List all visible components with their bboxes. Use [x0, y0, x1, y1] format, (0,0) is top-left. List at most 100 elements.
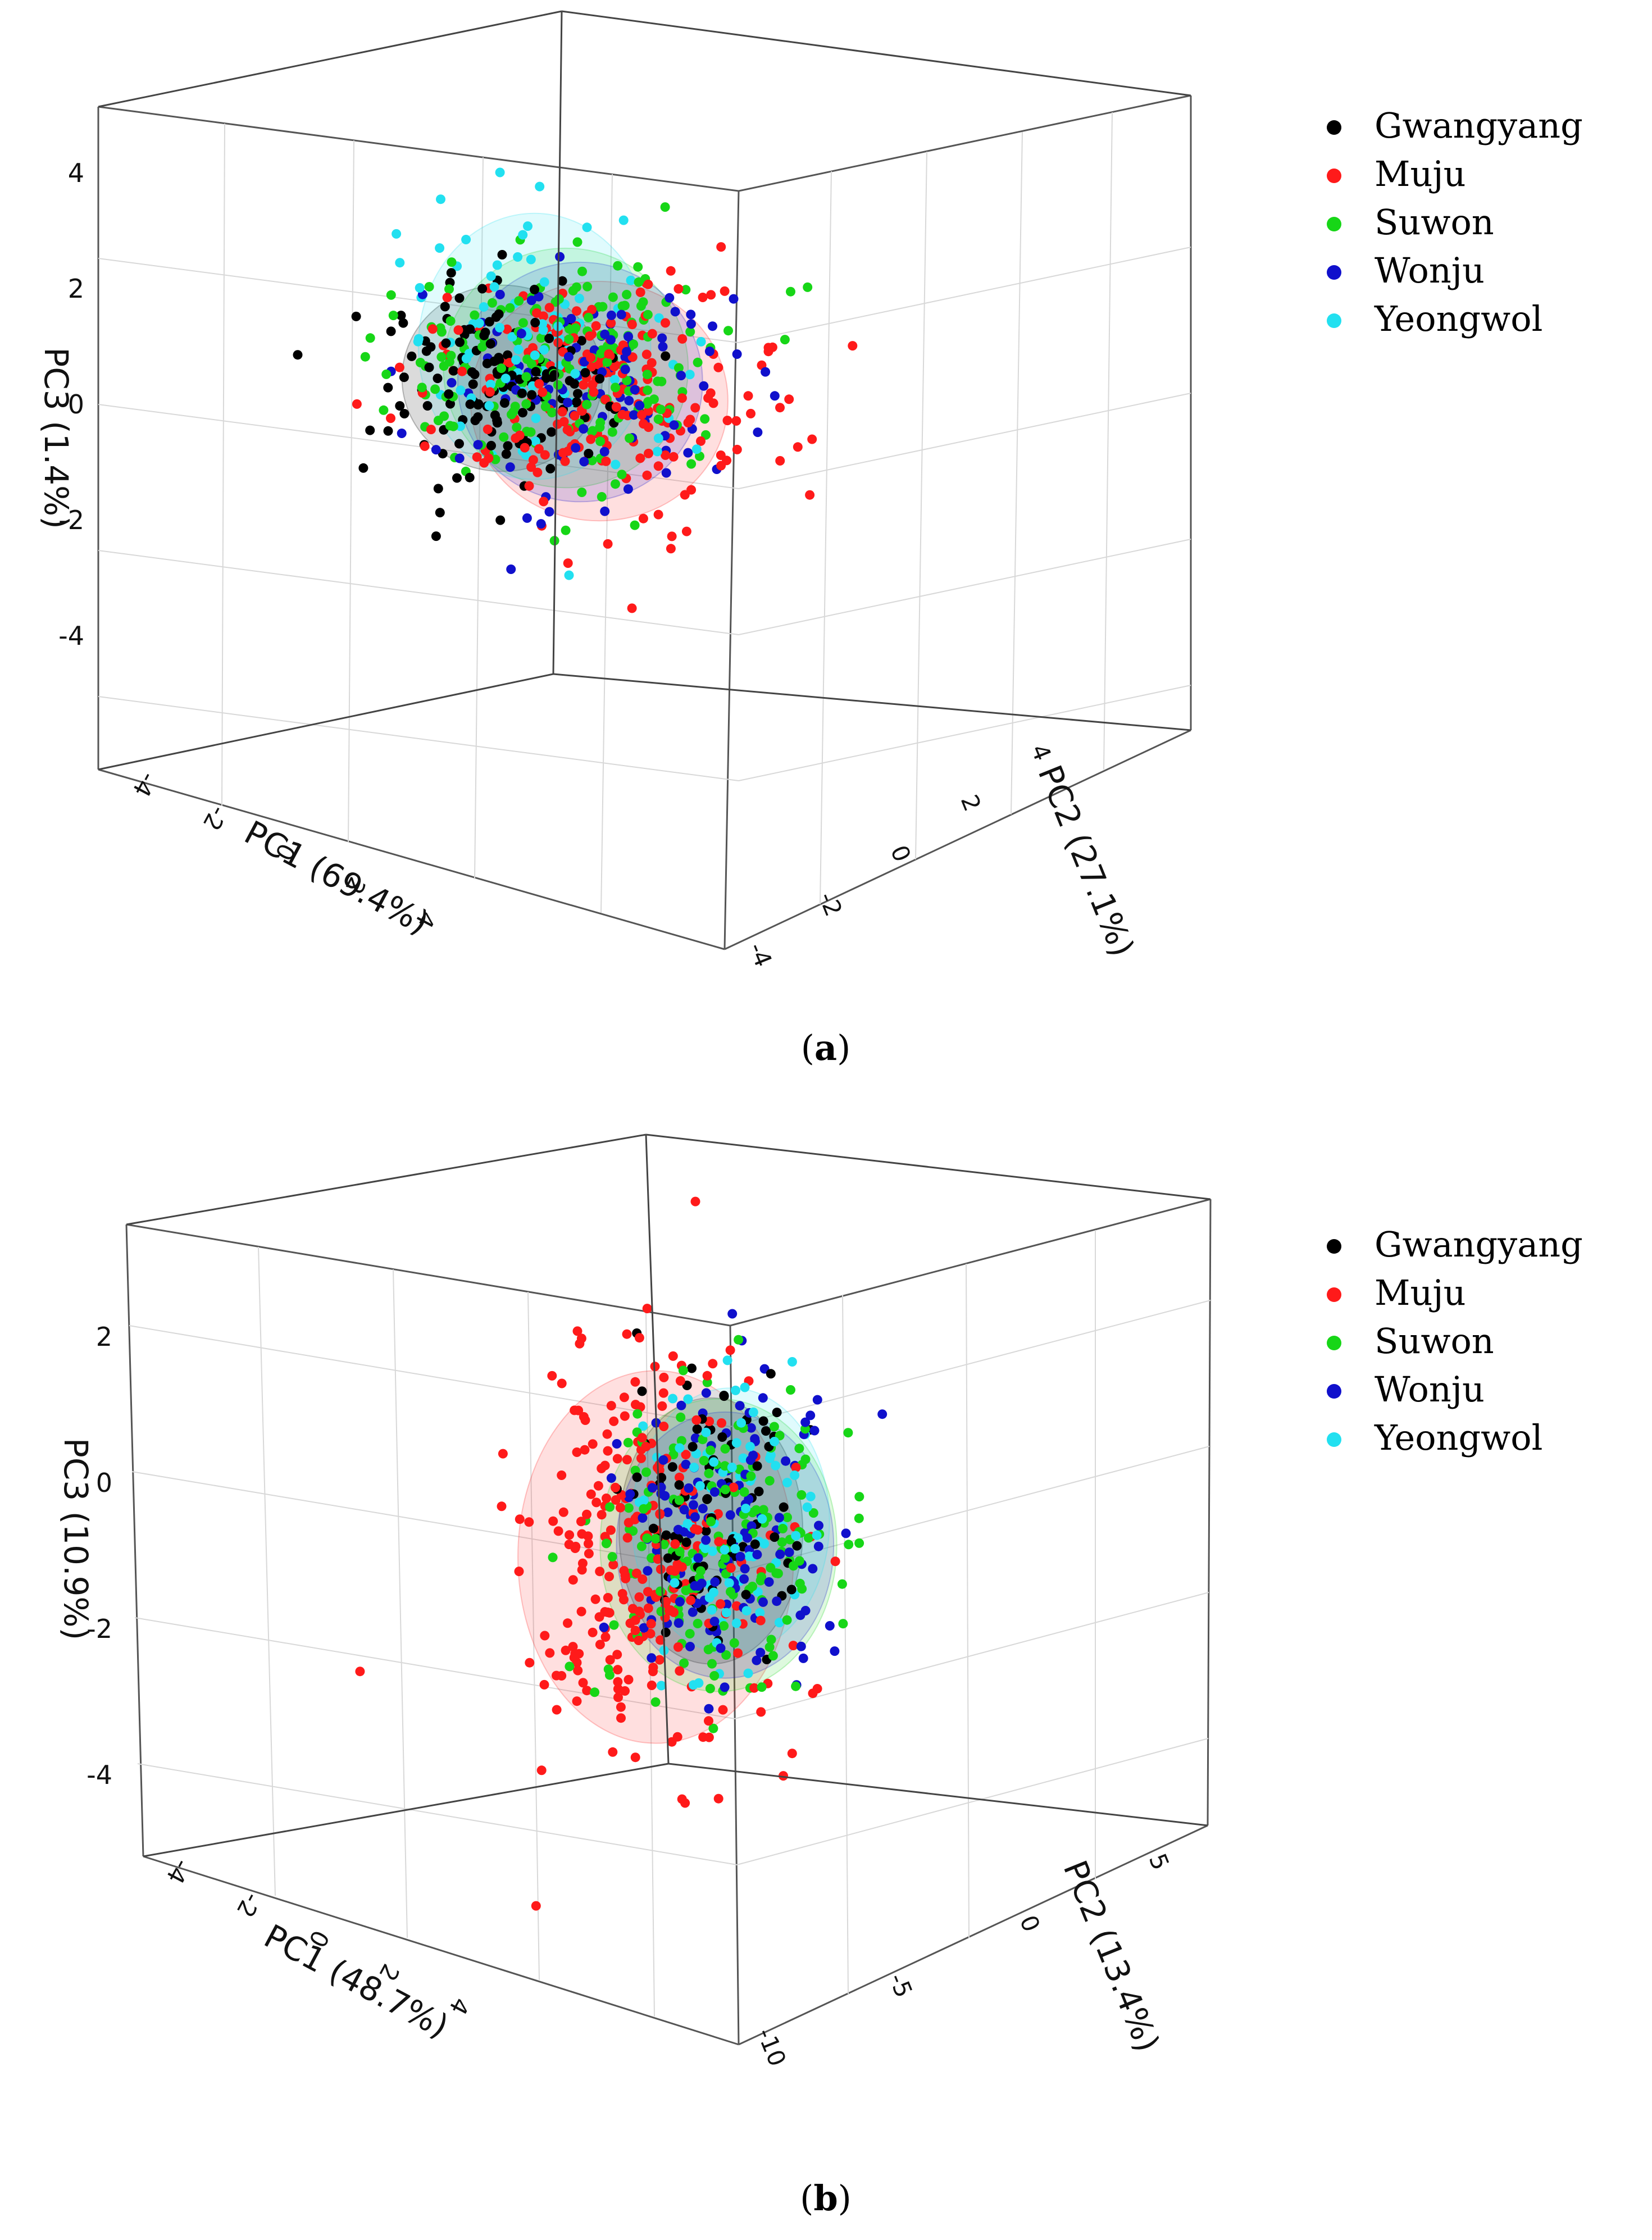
point-gwangyang [637, 1386, 647, 1396]
point-wonju [658, 1455, 668, 1465]
point-gwangyang [576, 336, 586, 346]
point-yeongwol [682, 1519, 693, 1529]
point-muju [600, 394, 611, 404]
point-gwangyang [494, 309, 504, 319]
point-muju [563, 1618, 572, 1628]
point-muju [572, 1447, 582, 1457]
point-wonju [505, 462, 515, 472]
point-gwangyang [530, 317, 540, 327]
point-muju [576, 1333, 586, 1344]
point-wonju [658, 342, 668, 352]
point-muju [611, 1495, 621, 1505]
point-wonju [710, 1577, 720, 1587]
legend-label: Suwon [1375, 1321, 1494, 1362]
point-suwon [653, 414, 663, 424]
point-suwon [571, 323, 581, 333]
point-suwon [720, 1444, 730, 1454]
point-suwon [729, 1638, 739, 1648]
point-muju [620, 1686, 630, 1696]
point-muju [442, 293, 452, 303]
point-muju [637, 410, 647, 420]
point-gwangyang [681, 1537, 691, 1547]
point-gwangyang [661, 1627, 671, 1637]
legend-b: Gwangyang Muju Suwon Wonju Yeongwol [1327, 1224, 1583, 1458]
point-gwangyang [431, 531, 441, 541]
point-muju [552, 1705, 562, 1715]
point-muju [637, 1433, 647, 1443]
point-suwon [596, 348, 606, 358]
point-suwon [487, 298, 497, 308]
y-axis-label-b: PC2 (13.4%) [1056, 1855, 1167, 2057]
point-muju [667, 531, 677, 541]
point-wonju [600, 506, 610, 516]
point-yeongwol [709, 1457, 719, 1467]
legend-label: Wonju [1375, 250, 1485, 291]
point-wonju [536, 519, 546, 529]
point-muju [630, 1626, 640, 1636]
point-suwon [584, 312, 594, 322]
point-muju [647, 1681, 657, 1690]
point-gwangyang [557, 276, 567, 286]
point-gwangyang [433, 484, 443, 494]
point-muju [612, 1454, 622, 1464]
point-suwon [650, 1697, 661, 1707]
point-gwangyang [499, 398, 509, 408]
point-suwon [656, 1586, 666, 1596]
point-wonju [526, 295, 536, 306]
point-muju [498, 1449, 508, 1459]
point-wonju [625, 1489, 635, 1499]
point-suwon [780, 335, 790, 345]
point-yeongwol [689, 1463, 699, 1472]
point-suwon [611, 479, 620, 489]
point-gwangyang [452, 473, 462, 483]
point-gwangyang [573, 389, 582, 399]
point-muju [540, 1631, 550, 1641]
point-gwangyang [445, 399, 455, 409]
point-yeongwol [435, 243, 445, 253]
point-gwangyang [752, 1461, 762, 1471]
point-gwangyang [719, 1391, 729, 1400]
point-muju [545, 1648, 555, 1658]
point-muju [805, 490, 815, 500]
point-muju [647, 358, 657, 368]
point-yeongwol [774, 1618, 784, 1628]
point-muju [638, 513, 648, 523]
point-wonju [805, 1410, 816, 1421]
point-suwon [634, 277, 644, 287]
point-muju [787, 1749, 797, 1759]
point-gwangyang [595, 374, 605, 384]
point-wonju [675, 1597, 685, 1607]
point-muju [661, 1596, 671, 1606]
point-wonju [571, 443, 581, 453]
point-wonju [624, 395, 634, 406]
point-suwon [794, 1444, 804, 1454]
point-muju [602, 1494, 611, 1503]
point-gwangyang [435, 508, 445, 518]
point-yeongwol [727, 1463, 737, 1472]
point-suwon [726, 1587, 735, 1597]
point-muju [611, 360, 621, 370]
point-wonju [431, 445, 441, 455]
point-suwon [844, 1540, 854, 1550]
point-muju [696, 436, 706, 446]
point-gwangyang [497, 250, 507, 259]
point-muju [394, 362, 404, 372]
point-suwon [597, 492, 607, 502]
point-wonju [630, 385, 640, 395]
point-gwangyang [441, 338, 451, 348]
point-suwon [838, 1619, 848, 1629]
point-suwon [436, 352, 447, 362]
z-tick-label: -2 [87, 1614, 112, 1644]
point-suwon [659, 1540, 669, 1550]
plot-area-b [355, 1196, 888, 1911]
z-tick-label: 2 [96, 1322, 112, 1352]
point-suwon [643, 385, 653, 395]
point-muju [608, 1560, 618, 1570]
point-muju [590, 1594, 600, 1604]
point-suwon [554, 294, 564, 304]
point-gwangyang [701, 1526, 711, 1536]
point-muju [830, 1556, 840, 1567]
point-yeongwol [415, 283, 425, 293]
legend-marker [1327, 1384, 1341, 1399]
point-muju [645, 1629, 656, 1638]
